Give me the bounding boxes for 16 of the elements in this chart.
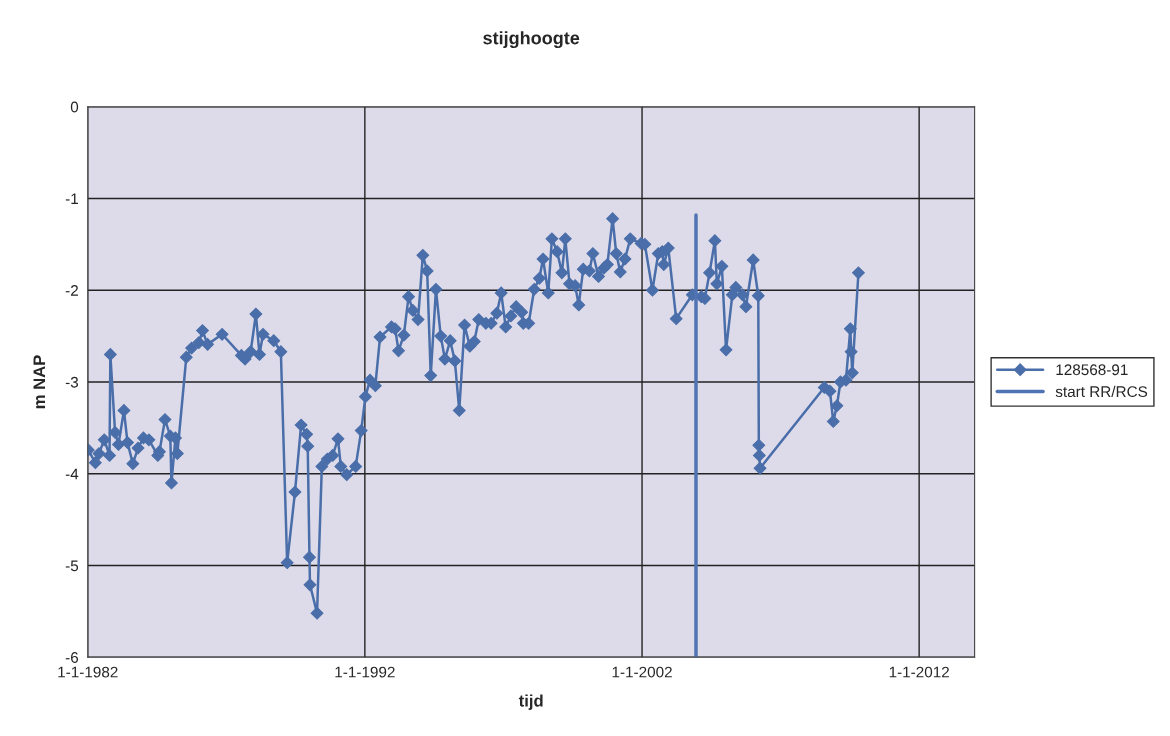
y-tick-label: -5: [65, 560, 79, 572]
x-axis-title: tijd: [518, 694, 543, 710]
y-tick-label: 0: [70, 101, 79, 113]
y-tick-label: -3: [65, 376, 79, 388]
y-axis-title: m NAP: [33, 355, 46, 409]
legend-label: 128568-91: [1056, 364, 1128, 376]
x-tick-label: 1-1-1992: [335, 666, 395, 678]
y-tick-label: -2: [65, 285, 78, 296]
y-tick-label: -1: [65, 193, 78, 205]
y-tick-label: -6: [65, 652, 79, 663]
y-tick-label: -4: [65, 468, 79, 480]
chart-title: stijghoogte: [483, 31, 580, 49]
x-tick-label: 1-1-2002: [612, 666, 672, 678]
x-tick-label: 1-1-2012: [889, 666, 949, 678]
x-tick-label: 1-1-1982: [58, 666, 118, 678]
legend-label: start RR/RCS: [1055, 385, 1148, 398]
